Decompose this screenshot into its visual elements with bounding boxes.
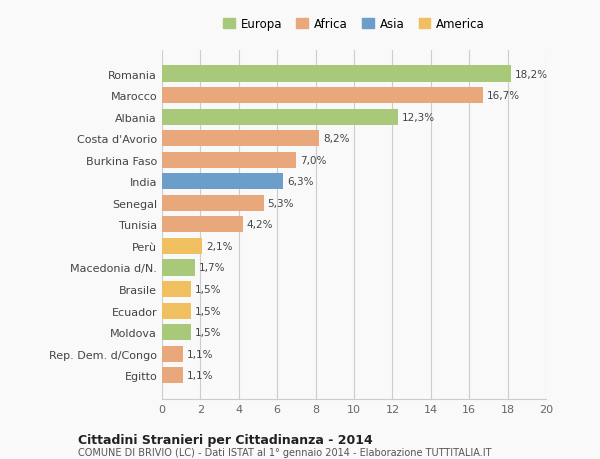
Text: 7,0%: 7,0% xyxy=(300,156,326,165)
Text: 1,1%: 1,1% xyxy=(187,370,214,381)
Text: 2,1%: 2,1% xyxy=(206,241,233,252)
Text: 1,1%: 1,1% xyxy=(187,349,214,359)
Text: 1,5%: 1,5% xyxy=(194,285,221,294)
Text: Cittadini Stranieri per Cittadinanza - 2014: Cittadini Stranieri per Cittadinanza - 2… xyxy=(78,433,373,446)
Text: 16,7%: 16,7% xyxy=(487,91,520,101)
Bar xyxy=(162,367,183,383)
Bar xyxy=(162,174,283,190)
Text: 4,2%: 4,2% xyxy=(247,220,273,230)
Bar xyxy=(162,303,191,319)
Bar xyxy=(162,88,482,104)
Bar xyxy=(162,67,511,83)
Bar xyxy=(162,217,242,233)
Bar xyxy=(162,131,319,147)
Text: COMUNE DI BRIVIO (LC) - Dati ISTAT al 1° gennaio 2014 - Elaborazione TUTTITALIA.: COMUNE DI BRIVIO (LC) - Dati ISTAT al 1°… xyxy=(78,448,491,458)
Text: 1,5%: 1,5% xyxy=(194,327,221,337)
Text: 5,3%: 5,3% xyxy=(268,198,294,208)
Legend: Europa, Africa, Asia, America: Europa, Africa, Asia, America xyxy=(220,15,488,34)
Bar xyxy=(162,196,264,212)
Text: 8,2%: 8,2% xyxy=(323,134,350,144)
Text: 18,2%: 18,2% xyxy=(515,69,548,79)
Bar xyxy=(162,260,194,276)
Bar xyxy=(162,238,202,254)
Bar xyxy=(162,109,398,125)
Bar xyxy=(162,281,191,297)
Bar xyxy=(162,325,191,341)
Text: 1,5%: 1,5% xyxy=(194,306,221,316)
Bar xyxy=(162,152,296,168)
Bar xyxy=(162,346,183,362)
Text: 12,3%: 12,3% xyxy=(402,112,435,123)
Text: 1,7%: 1,7% xyxy=(199,263,225,273)
Text: 6,3%: 6,3% xyxy=(287,177,313,187)
